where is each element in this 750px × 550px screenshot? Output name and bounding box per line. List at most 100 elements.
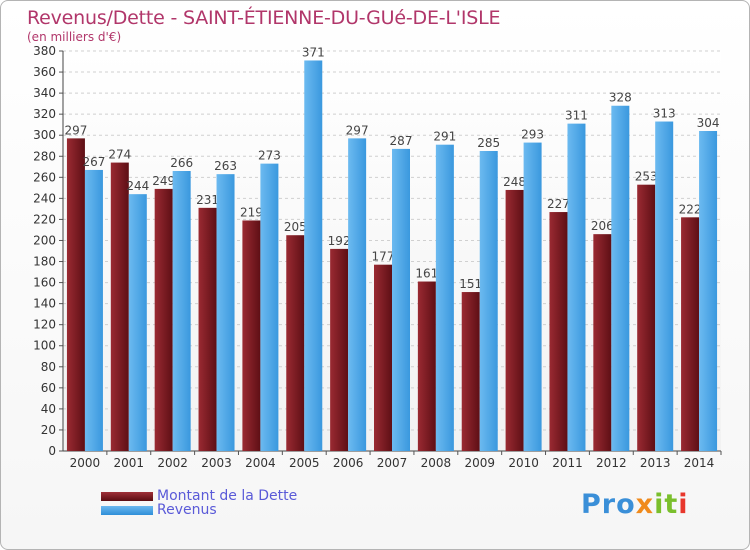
x-tick-label: 2000 [70,456,101,470]
x-tick-label: 2004 [245,456,276,470]
legend-item-revenus: Revenus [101,502,217,518]
bar-revenus [348,138,367,452]
bar-revenus [128,194,147,451]
y-tick-label: 300 [33,128,56,142]
data-label-dette: 161 [415,267,438,281]
y-tick-label: 240 [33,191,56,205]
x-tick-label: 2014 [684,456,715,470]
y-tick-label: 180 [33,255,56,269]
x-tick-label: 2009 [464,456,495,470]
y-tick-label: 280 [33,149,56,163]
legend-label-revenus: Revenus [157,502,217,518]
legend-label-dette: Montant de la Dette [157,488,298,504]
y-tick-label: 380 [33,44,56,58]
data-label-revenus: 244 [126,179,149,193]
bar-revenus [523,142,542,451]
y-tick-label: 340 [33,86,56,100]
y-tick-label: 320 [33,107,56,121]
data-label-revenus: 313 [653,107,676,121]
y-tick-label: 160 [33,276,56,290]
data-label-revenus: 328 [609,91,632,105]
bar-dette [286,235,305,451]
bar-revenus [479,151,498,451]
data-label-dette: 248 [503,175,526,189]
bar-dette [637,184,656,451]
data-label-revenus: 293 [521,128,544,142]
bar-dette [417,281,436,451]
legend-item-dette: Montant de la Dette [101,488,297,504]
legend-swatch-revenus [101,505,153,515]
x-tick-label: 2005 [289,456,320,470]
bar-revenus [611,105,630,451]
y-tick-label: 120 [33,318,56,332]
bar-dette [66,138,85,452]
data-label-dette: 274 [108,148,131,162]
data-label-revenus: 267 [82,155,105,169]
data-label-dette: 151 [459,277,482,291]
bar-revenus [304,60,323,451]
bar-dette [110,162,129,451]
bar-revenus [655,121,674,452]
data-label-revenus: 287 [390,134,413,148]
data-label-revenus: 273 [258,149,281,163]
bar-revenus [392,148,410,452]
logo-part-2: x [635,489,655,520]
bar-chart: 0 20 40 60 80 100 120 140 160 180 200 220 240 260 280 3… [33,44,722,470]
data-label-dette: 222 [679,202,702,216]
y-tick-label: 200 [33,233,56,247]
data-label-revenus: 297 [346,123,369,137]
bar-dette [461,292,480,451]
data-label-revenus: 311 [565,109,588,123]
bar-dette [330,248,349,451]
bar-revenus [435,144,454,451]
proxiti-logo: Proxiti [581,489,689,520]
chart-title: Revenus/Dette - SAINT-ÉTIENNE-DU-GUé-DE-… [27,7,501,29]
bar-revenus [84,169,103,451]
data-label-dette: 205 [284,220,307,234]
bar-dette [242,220,261,451]
x-tick-label: 2010 [508,456,539,470]
bar-dette [681,217,700,451]
bar-dette [549,212,568,451]
logo-part-4: i [678,489,689,520]
y-tick-label: 100 [33,339,56,353]
data-label-revenus: 371 [302,45,325,59]
x-tick-label: 2012 [596,456,627,470]
logo-part-1: Pro [581,489,636,520]
x-tick-label: 2003 [201,456,232,470]
y-tick-label: 260 [33,170,56,184]
legend-swatch-dette [101,491,153,501]
data-label-dette: 177 [372,250,395,264]
data-label-dette: 249 [152,174,175,188]
bar-revenus [172,171,191,451]
data-label-dette: 227 [547,197,570,211]
data-label-dette: 231 [196,193,219,207]
data-label-revenus: 304 [697,116,720,130]
chart-subtitle: (en milliers d'€) [27,30,122,44]
data-label-dette: 297 [64,123,87,137]
data-label-dette: 219 [240,205,263,219]
bar-dette [154,188,173,452]
y-tick-label: 140 [33,297,56,311]
bar-revenus [699,131,718,451]
logo-part-3: it [654,489,679,520]
bar-dette [593,234,612,451]
data-label-revenus: 285 [477,136,500,150]
x-tick-label: 2008 [421,456,452,470]
y-tick-label: 0 [48,444,56,458]
bar-revenus [216,174,235,451]
data-label-revenus: 263 [214,159,237,173]
data-label-revenus: 266 [170,156,193,170]
data-label-dette: 253 [635,170,658,184]
data-label-revenus: 291 [433,130,456,144]
bar-dette [505,189,524,451]
x-tick-label: 2001 [114,456,145,470]
bar-revenus [567,123,586,451]
y-tick-label: 60 [41,381,56,395]
y-tick-label: 360 [33,65,56,79]
bar-revenus [260,163,279,451]
x-tick-label: 2006 [333,456,364,470]
y-tick-label: 220 [33,212,56,226]
x-tick-label: 2007 [377,456,408,470]
